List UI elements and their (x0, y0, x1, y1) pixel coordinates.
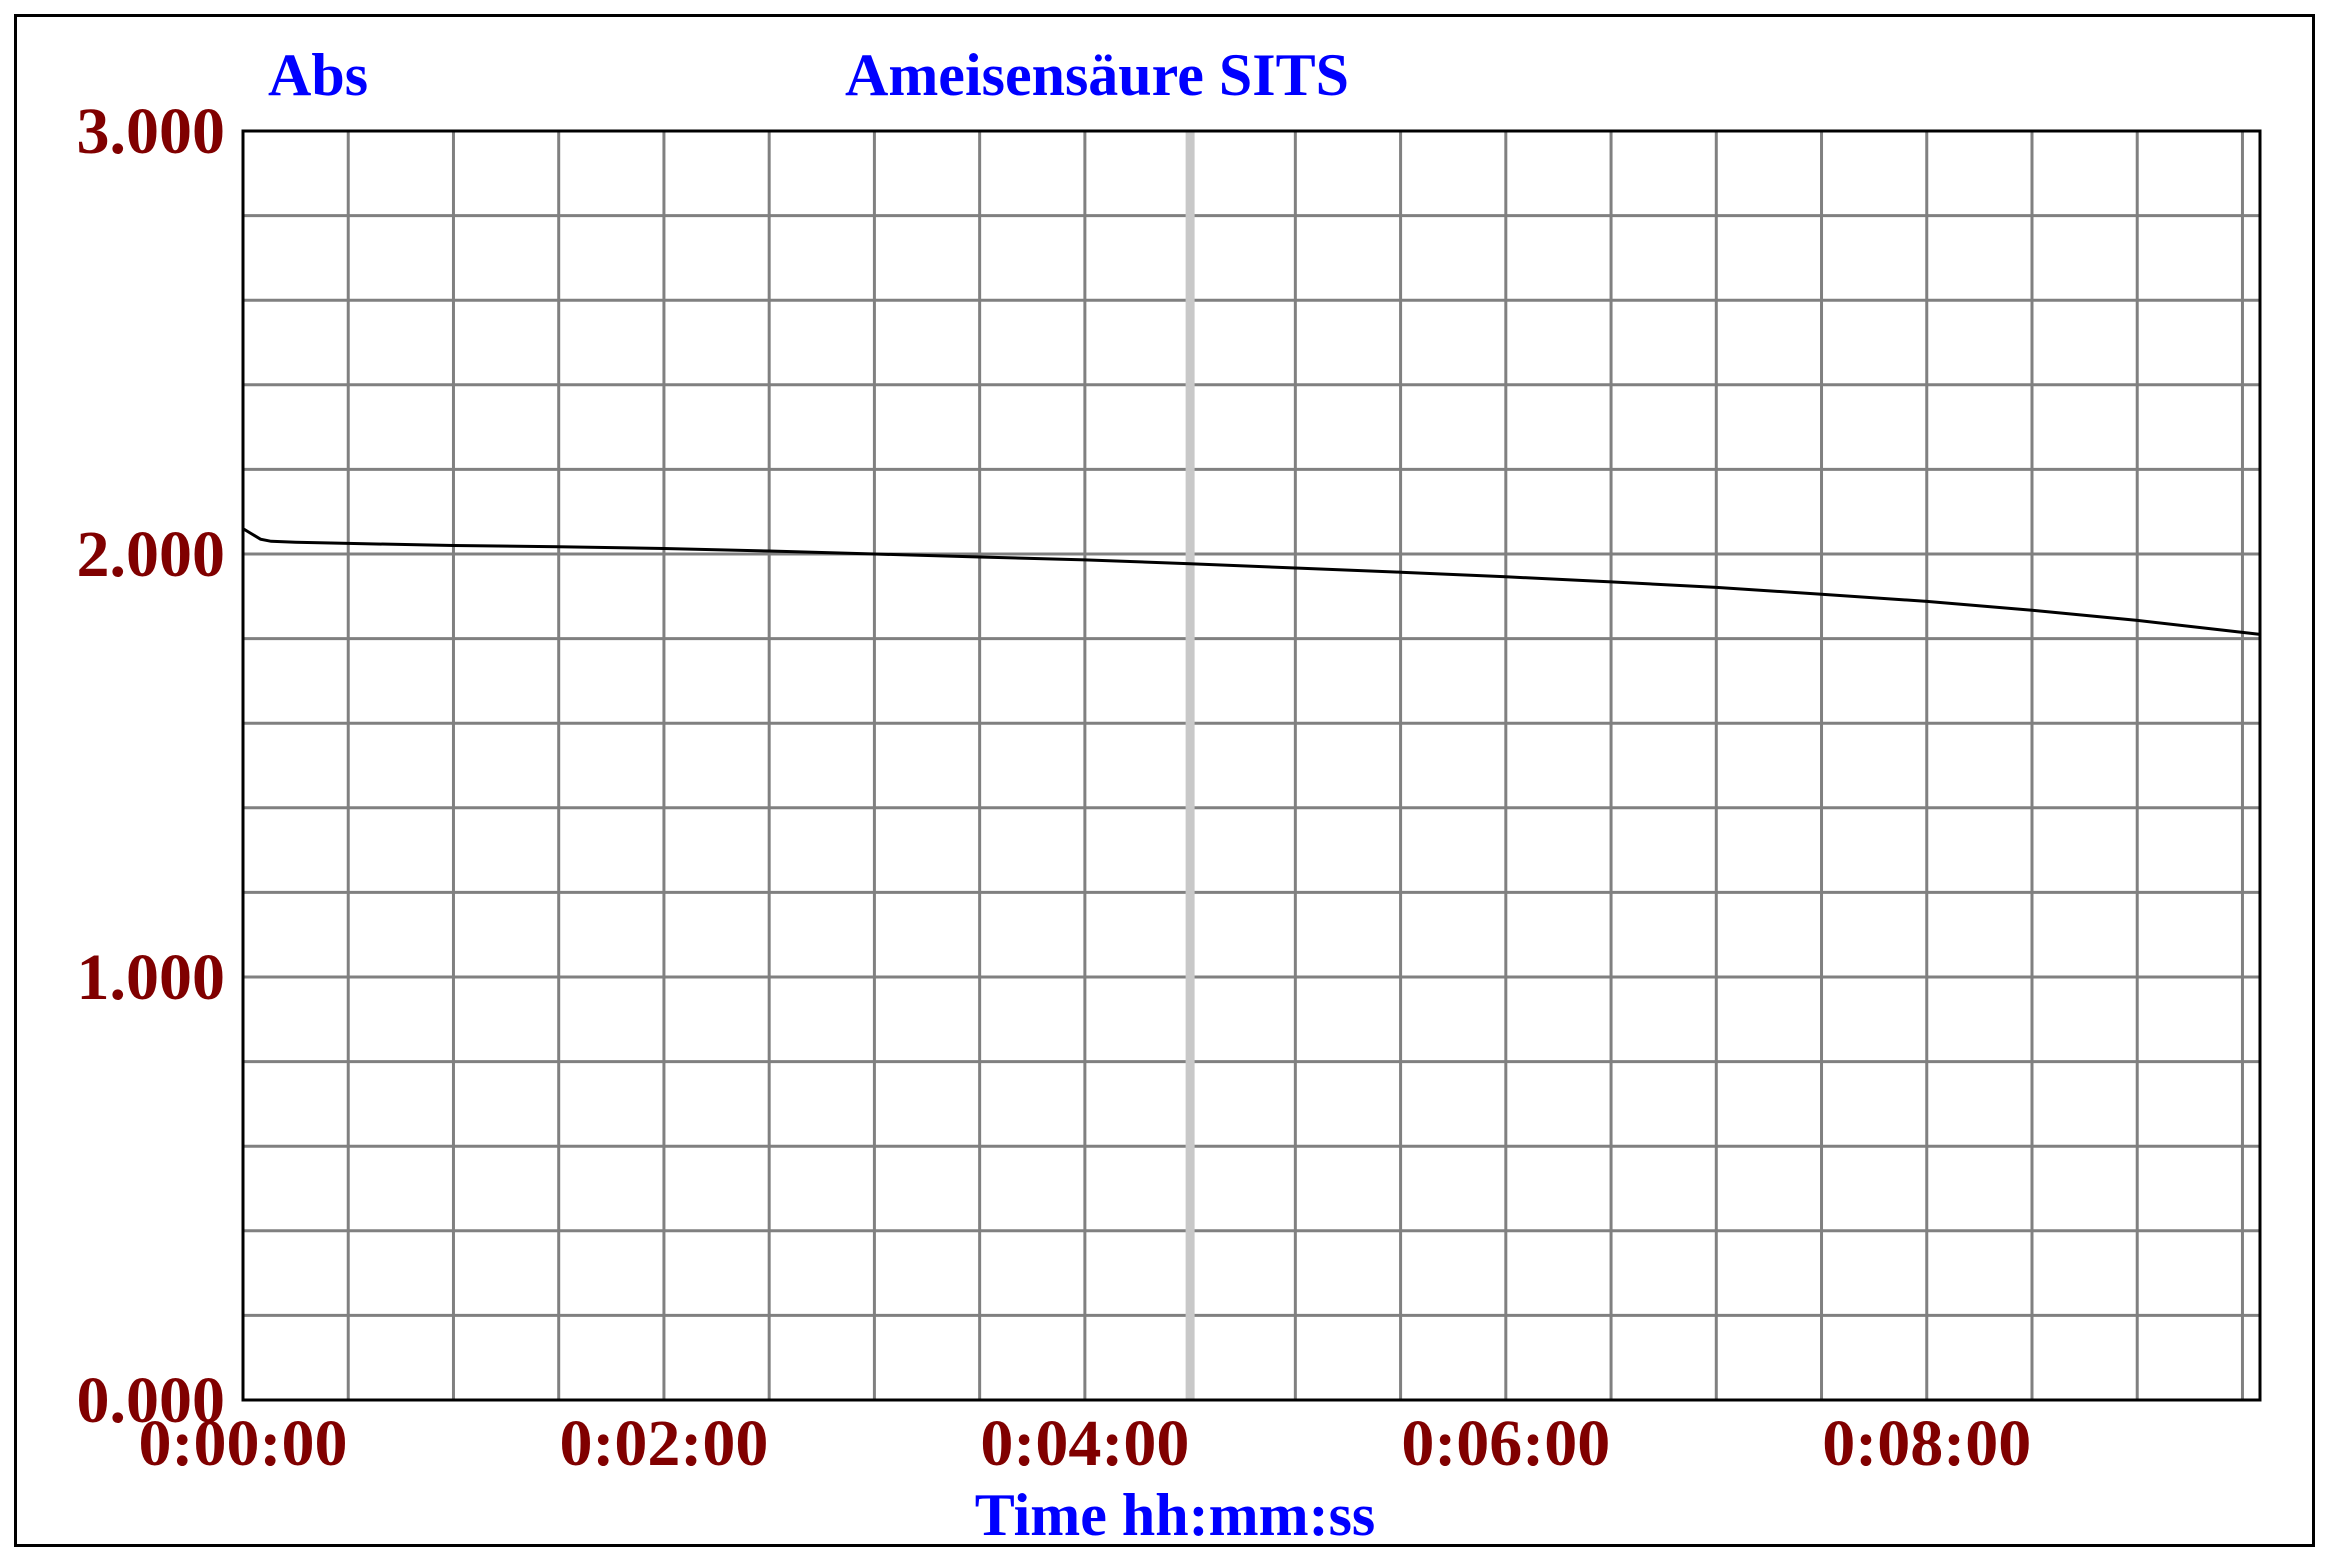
y-tick-label: 1.000 (77, 941, 226, 1014)
y-tick-label: 0.000 (77, 1364, 226, 1437)
grid (243, 131, 2260, 1400)
chart-title: Ameisensäure SITS (845, 42, 1349, 108)
x-tick-label: 0:00:00 (139, 1407, 348, 1480)
y-tick-label: 3.000 (77, 95, 226, 168)
x-axis-ticks: 0:00:00 0:02:00 0:04:00 0:06:00 0:08:00 (139, 1407, 2032, 1480)
x-tick-label: 0:06:00 (1401, 1407, 1610, 1480)
x-tick-label: 0:02:00 (559, 1407, 768, 1480)
chart-frame (14, 14, 2315, 1547)
x-axis-label: Time hh:mm:ss (975, 1482, 1376, 1548)
series-layer (242, 527, 2261, 636)
x-tick-label: 0:08:00 (1822, 1407, 2031, 1480)
plot-area (241, 129, 2262, 1402)
x-tick-label: 0:04:00 (980, 1407, 1189, 1480)
y-axis-ticks: 0.000 1.000 2.000 3.000 (77, 95, 226, 1437)
y-axis-label: Abs (268, 42, 368, 108)
y-tick-label: 2.000 (77, 518, 226, 591)
series-line (242, 527, 2261, 636)
